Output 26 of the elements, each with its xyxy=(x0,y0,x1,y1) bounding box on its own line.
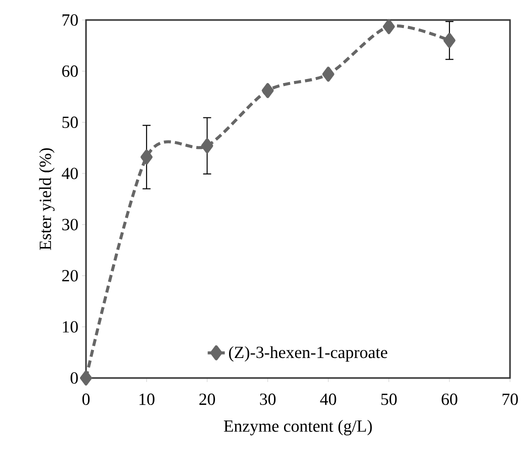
point xyxy=(80,370,92,386)
point xyxy=(322,66,334,82)
x-tick-label: 60 xyxy=(442,394,458,406)
x-tick-label: 30 xyxy=(260,394,276,406)
y-tick-label: 20 xyxy=(62,270,78,282)
x-tick-label: 40 xyxy=(320,394,336,406)
x-axis-title: Enzyme content (g/L) xyxy=(224,420,372,436)
x-tick-label: 10 xyxy=(140,394,154,406)
x-tick-label: 70 xyxy=(502,394,518,406)
y-tick-label: 70 xyxy=(62,14,78,26)
point xyxy=(201,138,214,154)
point xyxy=(382,19,395,34)
y-tick-label: 40 xyxy=(62,168,78,180)
y-tick-label: 10 xyxy=(62,321,78,333)
point xyxy=(262,83,274,98)
y-tick-label: 0 xyxy=(70,372,78,384)
y-tick-label: 30 xyxy=(62,218,78,230)
y-axis-title: Ester yield (%) xyxy=(39,148,55,250)
point xyxy=(443,32,456,48)
x-tick-label: 20 xyxy=(199,394,216,406)
x-tick-label: 0 xyxy=(82,394,90,406)
x-tick-label: 50 xyxy=(381,394,397,406)
legend-label: (Z)-3-hexen-1-caproate xyxy=(229,346,388,362)
point xyxy=(140,150,153,165)
y-tick-label: 60 xyxy=(62,65,78,77)
y-tick-label: 50 xyxy=(62,116,78,128)
